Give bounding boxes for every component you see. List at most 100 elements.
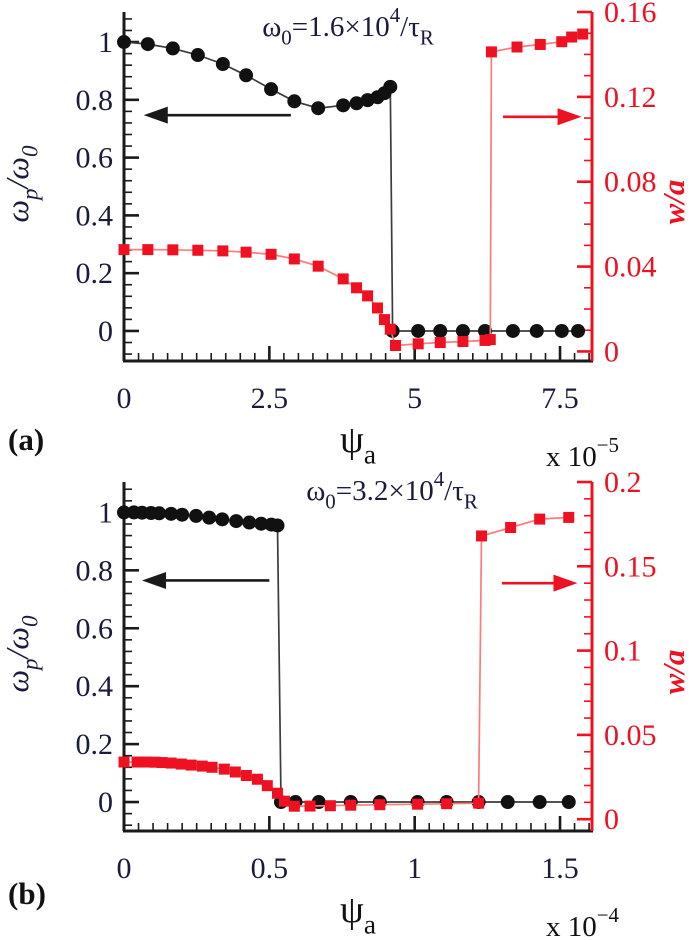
data-point-circle (117, 35, 131, 50)
x-tick-label: 7.5 (541, 382, 579, 415)
data-point-square (378, 314, 390, 326)
data-point-square (156, 757, 168, 769)
left-axis-arrow (142, 571, 270, 589)
data-point-square (345, 799, 357, 811)
y-right-tick-label: 0.1 (604, 635, 642, 668)
data-point-circle (500, 795, 515, 810)
y-right-tick-label: 0.04 (604, 251, 657, 284)
y-left-tick-label: 0.2 (76, 728, 114, 761)
data-point-square (434, 337, 446, 349)
y-left-tick-label: 0.8 (76, 84, 114, 117)
data-point-square (566, 31, 578, 43)
x-tick-label: 1 (407, 852, 422, 885)
panel-a-chart: 0 2.5 5 7.5 1 0.8 0.6 0.4 0.2 0 0.16 0.12 0.08 0.04 0 ω… (0, 0, 691, 470)
x-tick-label: 0 (117, 382, 132, 415)
x-tick-label: 1.5 (541, 852, 579, 885)
data-point-circle (165, 41, 180, 56)
y-left-tick-label: 0 (98, 786, 113, 819)
data-point-square (511, 41, 523, 53)
y-right-tick-label: 0.08 (604, 166, 657, 199)
data-point-circle (455, 323, 470, 338)
y-left-tick-label: 0.6 (76, 612, 114, 645)
x-tick-label: 5 (407, 382, 422, 415)
data-point-square (534, 513, 546, 525)
data-point-circle (202, 510, 217, 525)
series-line (123, 41, 578, 332)
y-right-tick-label: 0.05 (604, 719, 657, 752)
data-point-square (118, 756, 130, 768)
y-right-tick-label: 0.2 (604, 470, 642, 499)
data-point-circle (270, 518, 285, 533)
data-point-square (261, 780, 273, 792)
data-point-square (485, 46, 497, 58)
data-point-square (556, 36, 568, 48)
data-point-square (265, 248, 277, 260)
series-w (118, 511, 575, 812)
series-w (118, 28, 589, 352)
y-right-tick-label: 0.12 (604, 81, 657, 114)
data-point-circle (215, 512, 230, 527)
y-left-tick-label: 1 (98, 26, 113, 59)
data-point-circle (287, 94, 302, 109)
x-tick-label: 0 (117, 852, 132, 885)
y-left-tick-label: 0.4 (76, 199, 114, 232)
annotation-omega0: ω0=3.2×104/τR (306, 470, 478, 514)
data-point-square (131, 756, 143, 768)
data-point-square (384, 323, 396, 335)
data-point-square (185, 759, 197, 771)
data-point-square (217, 245, 229, 257)
data-point-square (165, 757, 177, 769)
y-right-tick-label: 0.15 (604, 550, 657, 583)
x-axis-label: ψa (340, 419, 376, 469)
data-point-square (192, 244, 204, 256)
data-point-circle (189, 508, 204, 523)
data-point-circle (140, 37, 155, 52)
data-point-circle (311, 101, 326, 116)
data-point-square (412, 338, 424, 350)
x-axis: 0 0.5 1 1.5 (117, 816, 593, 885)
data-point-circle (433, 323, 448, 338)
data-point-square (505, 522, 517, 534)
y-right-axis-label: w/a (656, 180, 691, 225)
data-point-square (278, 795, 290, 807)
x-axis-label: ψa (340, 889, 376, 939)
data-point-circle (561, 795, 576, 810)
data-point-square (167, 244, 179, 256)
data-point-circle (383, 79, 398, 94)
data-point-square (175, 758, 187, 770)
data-point-circle (264, 82, 279, 97)
data-point-circle (532, 795, 547, 810)
data-point-square (229, 766, 241, 778)
data-point-square (362, 290, 374, 302)
series-line (124, 511, 569, 803)
data-point-square (476, 530, 488, 542)
series-line (124, 33, 583, 347)
y-left-axis-label: ωp/ω0 (0, 145, 43, 223)
data-point-circle (215, 57, 230, 72)
data-point-circle (349, 96, 364, 111)
x-tick-label: 0.5 (251, 852, 289, 885)
data-point-circle (239, 68, 254, 83)
data-point-square (142, 244, 154, 256)
data-point-square (218, 763, 230, 775)
y-left-axis-label: ωp/ω0 (0, 615, 43, 693)
y-left-tick-label: 0 (98, 315, 113, 348)
data-point-circle (175, 507, 190, 522)
data-point-square (118, 244, 130, 256)
data-point-square (240, 246, 252, 258)
data-point-circle (411, 323, 426, 338)
y-axis-right: 0.16 0.12 0.08 0.04 0 (577, 0, 657, 368)
data-point-square (196, 760, 208, 772)
panel-b-chart: 0 0.5 1 1.5 1 0.8 0.6 0.4 0.2 0 0.2 0.15 0.1 0.05 0 ω0=… (0, 470, 691, 940)
arrow-head (557, 108, 582, 126)
data-point-square (371, 302, 383, 314)
data-point-square (351, 282, 363, 294)
y-axis-right: 0.2 0.15 0.1 0.05 0 (577, 470, 657, 836)
data-point-square (389, 340, 401, 352)
data-point-square (337, 273, 349, 285)
data-point-circle (254, 516, 269, 531)
data-point-circle (190, 48, 205, 63)
data-point-circle (242, 515, 257, 530)
data-point-circle (554, 323, 569, 338)
